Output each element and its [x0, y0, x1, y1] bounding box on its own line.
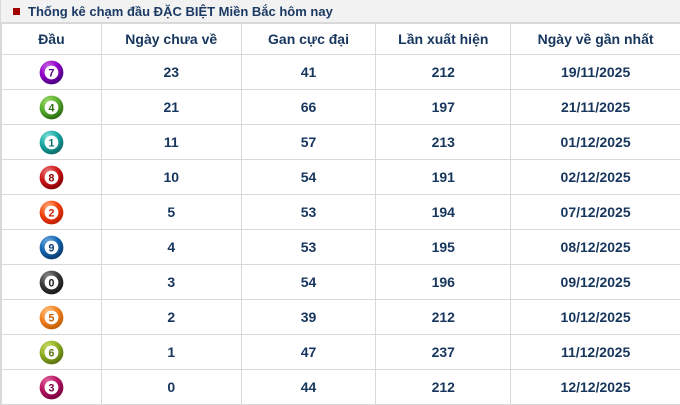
svg-text:4: 4 — [48, 102, 54, 114]
svg-text:5: 5 — [48, 312, 54, 324]
svg-text:3: 3 — [48, 382, 54, 394]
svg-text:1: 1 — [48, 137, 54, 149]
svg-text:8: 8 — [48, 172, 54, 184]
svg-text:6: 6 — [48, 347, 54, 359]
svg-text:2: 2 — [48, 207, 54, 219]
svg-text:9: 9 — [48, 242, 54, 254]
svg-text:0: 0 — [48, 277, 54, 289]
svg-text:7: 7 — [48, 67, 54, 79]
